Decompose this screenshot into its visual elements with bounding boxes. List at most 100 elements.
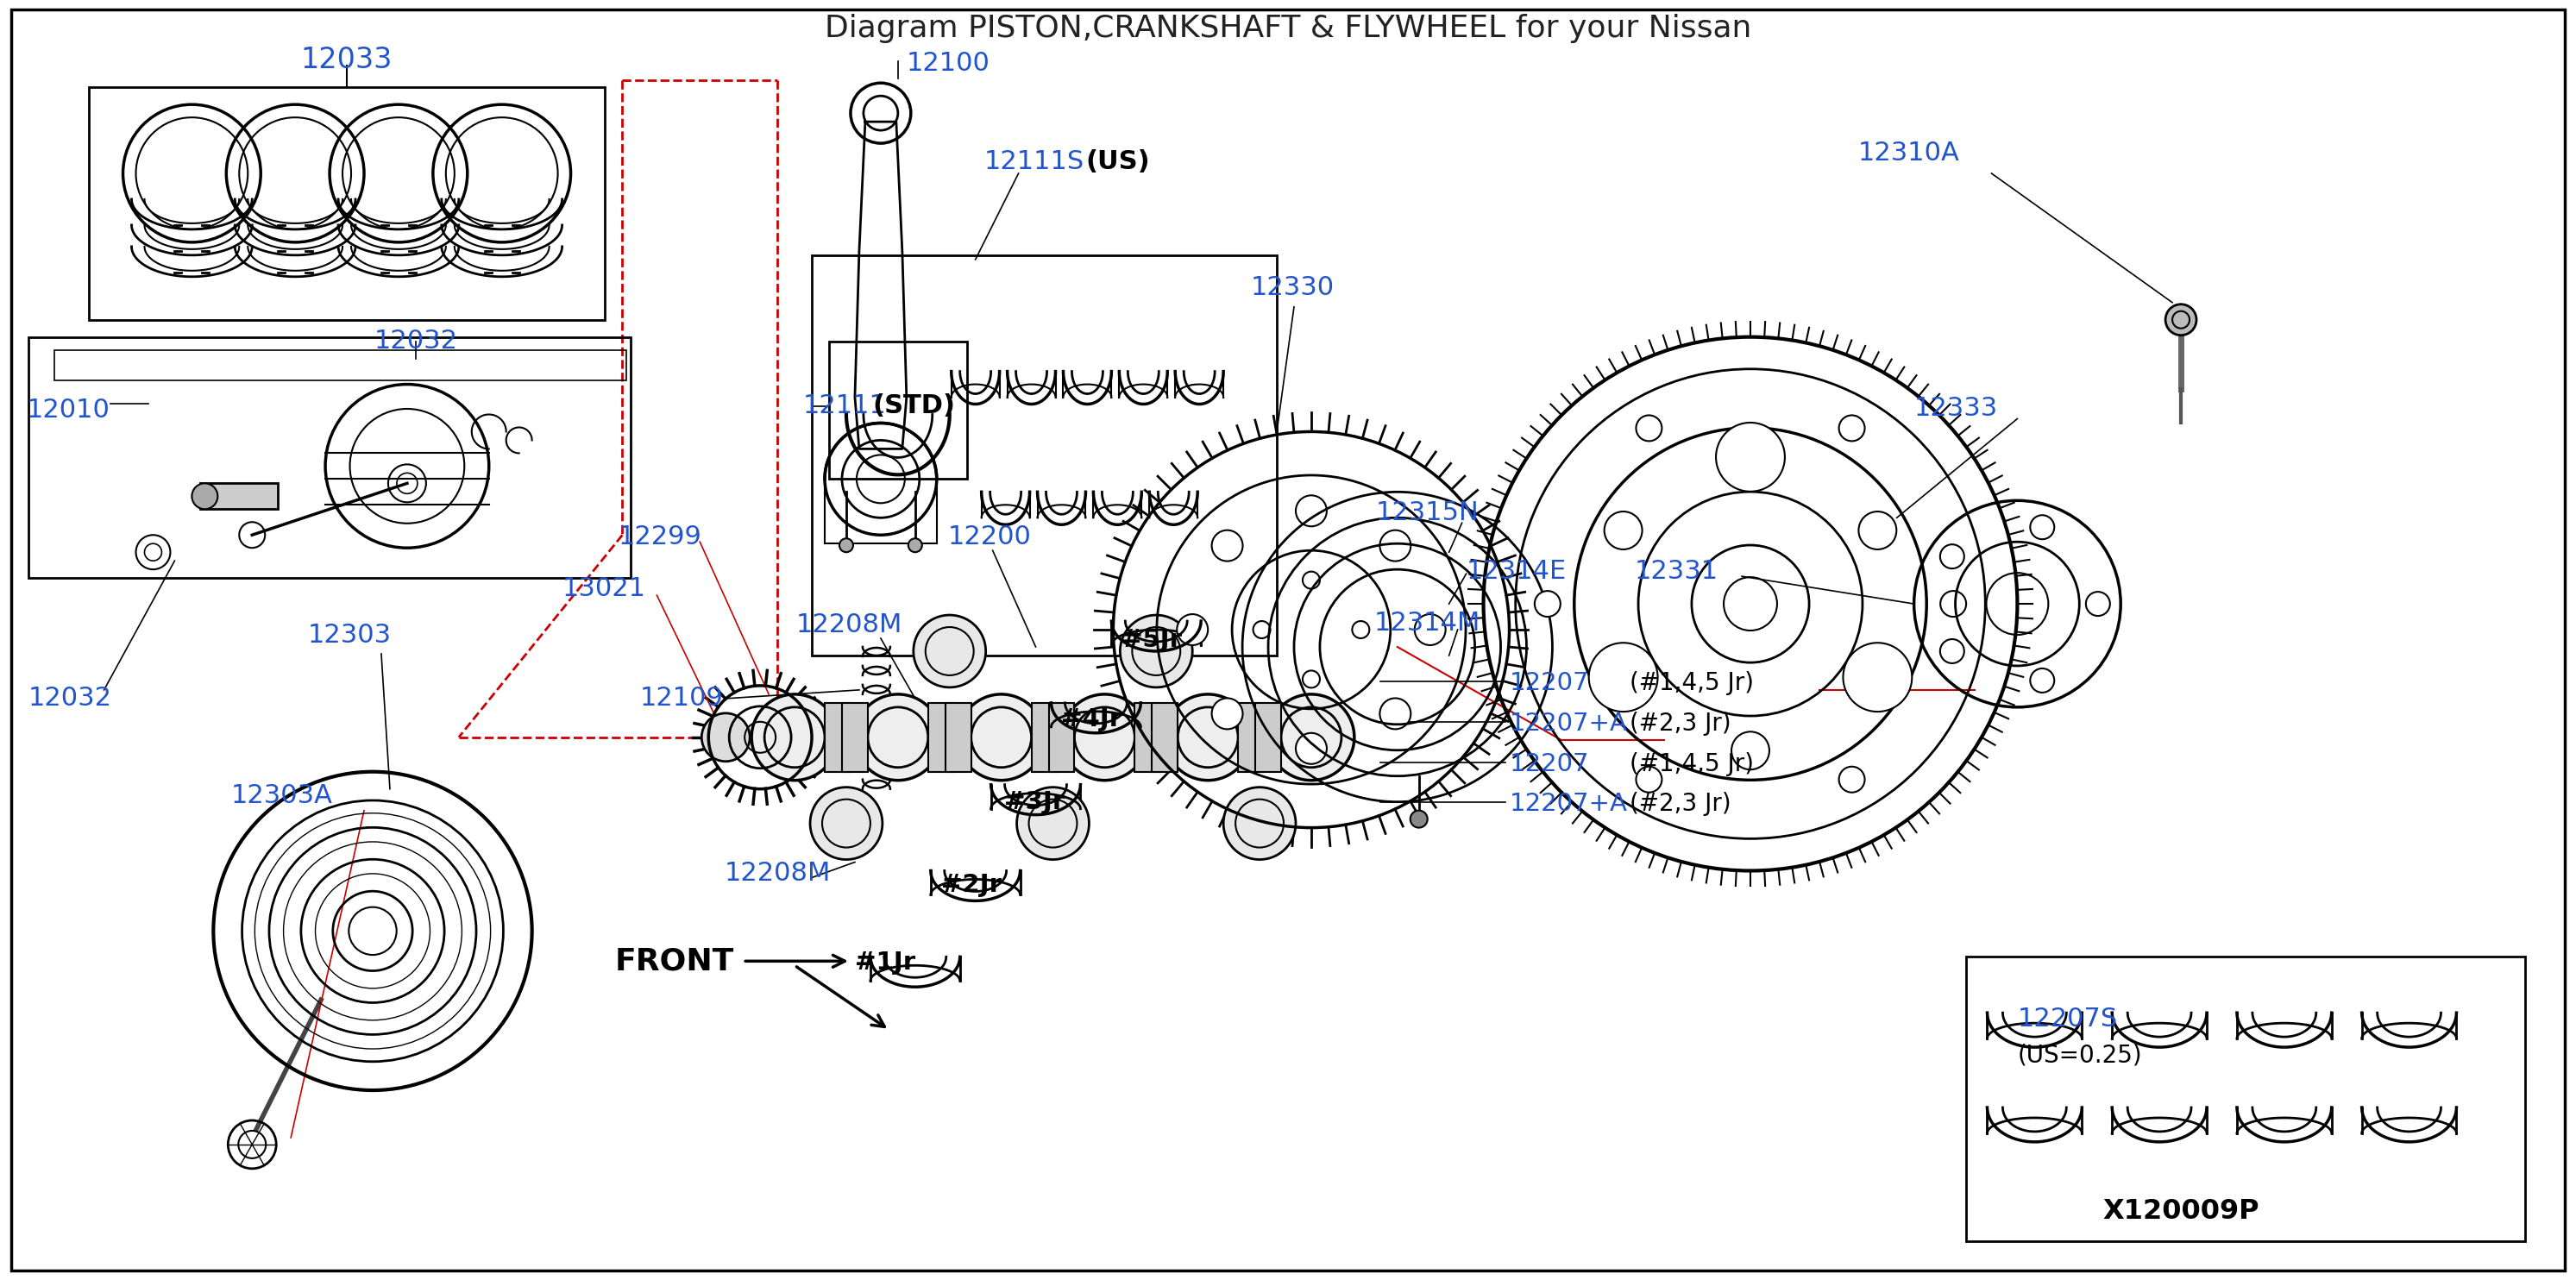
- Text: 12208M: 12208M: [796, 612, 902, 637]
- Text: 12333: 12333: [1914, 396, 1999, 421]
- Bar: [1239, 703, 1265, 772]
- Text: 12207+A: 12207+A: [1510, 712, 1628, 736]
- Circle shape: [752, 694, 837, 781]
- Text: (#2,3 Jr): (#2,3 Jr): [1631, 712, 1731, 736]
- Circle shape: [1018, 787, 1090, 860]
- Circle shape: [2087, 591, 2110, 616]
- Text: 12314M: 12314M: [1373, 611, 1481, 636]
- Circle shape: [1409, 810, 1427, 828]
- Bar: [1048, 703, 1074, 772]
- Circle shape: [1636, 415, 1662, 442]
- Text: 12314E: 12314E: [1466, 559, 1566, 584]
- Text: 12100: 12100: [907, 51, 989, 76]
- Circle shape: [191, 484, 219, 509]
- Bar: [28, 337, 631, 579]
- Bar: [824, 703, 850, 772]
- Bar: [927, 703, 953, 772]
- Text: 12207+A: 12207+A: [1510, 791, 1628, 815]
- Text: 12208M: 12208M: [724, 860, 829, 886]
- Bar: [201, 484, 278, 509]
- Circle shape: [1842, 643, 1911, 712]
- Circle shape: [1636, 767, 1662, 792]
- Text: 12032: 12032: [28, 686, 111, 710]
- Circle shape: [1940, 544, 1963, 568]
- Circle shape: [1296, 733, 1327, 764]
- Text: 12299: 12299: [618, 525, 701, 549]
- Text: 12310A: 12310A: [1857, 141, 1960, 165]
- Circle shape: [1296, 495, 1327, 526]
- Text: #2Jr: #2Jr: [940, 873, 1002, 897]
- Text: X120009P: X120009P: [2102, 1198, 2259, 1225]
- Text: 12109: 12109: [639, 686, 724, 710]
- Text: 12111S: 12111S: [984, 150, 1084, 174]
- Circle shape: [1211, 530, 1242, 561]
- Text: (#1,4,5 Jr): (#1,4,5 Jr): [1631, 671, 1754, 695]
- Bar: [829, 342, 966, 479]
- Circle shape: [2166, 305, 2197, 335]
- Circle shape: [958, 694, 1043, 781]
- Text: 12200: 12200: [948, 525, 1030, 549]
- Bar: [811, 255, 1278, 655]
- Circle shape: [1940, 639, 1963, 663]
- Text: FRONT: FRONT: [616, 946, 734, 975]
- Circle shape: [1414, 614, 1445, 645]
- Circle shape: [1839, 767, 1865, 792]
- Bar: [1151, 703, 1177, 772]
- Circle shape: [2030, 668, 2053, 692]
- Text: #5Jr: #5Jr: [1121, 628, 1182, 652]
- Circle shape: [1940, 591, 1965, 617]
- Circle shape: [1177, 614, 1208, 645]
- Circle shape: [1164, 694, 1252, 781]
- Circle shape: [701, 713, 750, 762]
- Text: 12033: 12033: [301, 46, 392, 74]
- Circle shape: [1731, 732, 1770, 769]
- Text: (STD): (STD): [873, 393, 956, 419]
- Bar: [842, 703, 868, 772]
- Text: (#1,4,5 Jr): (#1,4,5 Jr): [1631, 751, 1754, 776]
- Circle shape: [1267, 694, 1355, 781]
- Circle shape: [1381, 530, 1412, 561]
- Text: #4Jr: #4Jr: [1061, 707, 1123, 731]
- Text: 12207: 12207: [1510, 671, 1589, 695]
- Text: (#2,3 Jr): (#2,3 Jr): [1631, 791, 1731, 815]
- Circle shape: [1716, 422, 1785, 492]
- Circle shape: [1839, 415, 1865, 442]
- Circle shape: [855, 694, 940, 781]
- Circle shape: [809, 787, 884, 860]
- Circle shape: [1352, 621, 1370, 639]
- Bar: [1030, 703, 1056, 772]
- Circle shape: [1303, 671, 1319, 687]
- Text: 12303: 12303: [309, 623, 392, 648]
- Text: 13021: 13021: [562, 576, 647, 602]
- Bar: [54, 349, 626, 380]
- Circle shape: [1224, 787, 1296, 860]
- Circle shape: [1121, 614, 1193, 687]
- Text: Diagram PISTON,CRANKSHAFT & FLYWHEEL for your Nissan: Diagram PISTON,CRANKSHAFT & FLYWHEEL for…: [824, 14, 1752, 44]
- Circle shape: [840, 539, 853, 552]
- Bar: [1136, 703, 1162, 772]
- Text: 12207: 12207: [1510, 751, 1589, 776]
- Circle shape: [909, 539, 922, 552]
- Bar: [945, 703, 971, 772]
- Circle shape: [914, 614, 987, 687]
- Text: 12315N: 12315N: [1376, 500, 1479, 526]
- Bar: [1255, 703, 1280, 772]
- Circle shape: [1535, 591, 1561, 617]
- Circle shape: [2030, 515, 2053, 539]
- Text: 12330: 12330: [1252, 275, 1334, 300]
- Text: 12303A: 12303A: [232, 783, 332, 808]
- Circle shape: [1860, 512, 1896, 549]
- Circle shape: [1605, 512, 1641, 549]
- Bar: [1965, 957, 2524, 1240]
- Circle shape: [1061, 694, 1149, 781]
- Text: 12032: 12032: [374, 329, 459, 353]
- Text: (US): (US): [1084, 150, 1149, 174]
- Text: 12207S: 12207S: [2017, 1007, 2117, 1032]
- Circle shape: [1252, 621, 1270, 639]
- Text: (US=0.25): (US=0.25): [2017, 1043, 2143, 1068]
- Text: 12331: 12331: [1633, 559, 1718, 584]
- Text: 12010: 12010: [26, 397, 111, 422]
- Circle shape: [1589, 643, 1659, 712]
- Text: #1Jr: #1Jr: [855, 951, 914, 975]
- Circle shape: [1381, 698, 1412, 730]
